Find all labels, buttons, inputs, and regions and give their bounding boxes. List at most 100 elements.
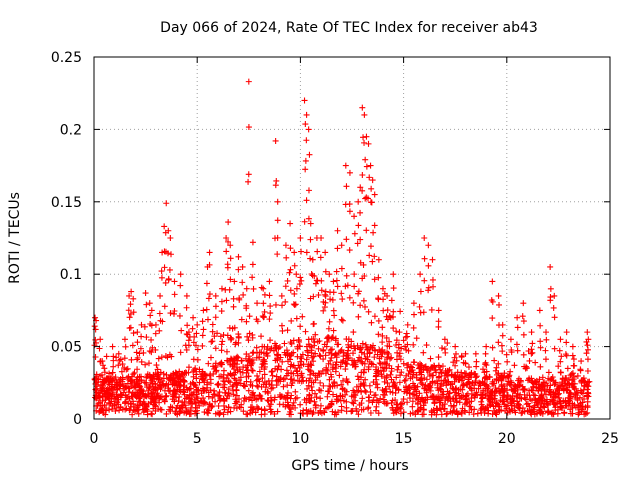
data-point	[309, 272, 316, 279]
data-point	[284, 277, 291, 284]
data-point	[265, 398, 272, 405]
data-point	[265, 390, 272, 397]
data-point	[461, 407, 468, 414]
y-tick-label: 0.15	[51, 195, 82, 211]
data-point	[566, 390, 573, 397]
data-point	[304, 385, 311, 392]
data-point	[234, 353, 241, 360]
data-point	[359, 340, 366, 347]
data-point	[451, 389, 458, 396]
data-point	[345, 347, 352, 354]
data-point	[367, 243, 374, 250]
data-point	[175, 397, 182, 404]
data-point	[333, 354, 340, 361]
data-point	[116, 377, 123, 384]
data-point	[557, 369, 564, 376]
data-point	[171, 291, 178, 298]
data-point	[407, 410, 414, 417]
data-point	[569, 370, 576, 377]
data-point	[116, 357, 123, 364]
data-point	[371, 313, 378, 320]
data-point	[439, 391, 446, 398]
data-point	[537, 338, 544, 345]
data-point	[195, 399, 202, 406]
data-point	[287, 339, 294, 346]
data-point	[305, 382, 312, 389]
data-point	[208, 338, 215, 345]
data-point	[327, 296, 334, 303]
data-point	[563, 329, 570, 336]
data-point	[371, 276, 378, 283]
data-point	[336, 372, 343, 379]
data-point	[310, 293, 317, 300]
data-point	[245, 178, 252, 185]
data-point	[481, 409, 488, 416]
data-point	[287, 245, 294, 252]
data-point	[291, 249, 298, 256]
data-point	[245, 78, 252, 85]
data-point	[421, 255, 428, 262]
data-point	[330, 278, 337, 285]
data-point	[215, 402, 222, 409]
data-point	[287, 363, 294, 370]
data-point	[275, 363, 282, 370]
data-point	[482, 385, 489, 392]
data-point	[286, 269, 293, 276]
data-point	[344, 282, 351, 289]
data-point	[511, 362, 518, 369]
data-point	[169, 404, 176, 411]
data-point	[355, 313, 362, 320]
data-point	[335, 349, 342, 356]
data-point	[307, 375, 314, 382]
data-point	[435, 318, 442, 325]
data-point	[260, 300, 267, 307]
data-point	[233, 392, 240, 399]
data-points	[91, 78, 593, 418]
data-point	[396, 350, 403, 357]
data-point	[355, 198, 362, 205]
data-point	[155, 371, 162, 378]
data-point	[299, 313, 306, 320]
data-point	[233, 386, 240, 393]
data-point	[405, 347, 412, 354]
data-point	[290, 337, 297, 344]
data-point	[472, 392, 479, 399]
data-point	[584, 393, 591, 400]
data-point	[443, 371, 450, 378]
data-point	[350, 387, 357, 394]
data-point	[557, 336, 564, 343]
data-point	[200, 400, 207, 407]
data-point	[323, 343, 330, 350]
data-point	[124, 365, 131, 372]
data-point	[137, 392, 144, 399]
data-point	[143, 393, 150, 400]
data-point	[459, 382, 466, 389]
data-point	[134, 339, 141, 346]
data-point	[279, 327, 286, 334]
data-point	[375, 367, 382, 374]
data-point	[128, 356, 135, 363]
data-point	[305, 366, 312, 373]
data-point	[320, 382, 327, 389]
data-point	[442, 349, 449, 356]
data-point	[166, 351, 173, 358]
data-point	[450, 359, 457, 366]
data-point	[339, 317, 346, 324]
data-point	[420, 397, 427, 404]
data-point	[142, 361, 149, 368]
data-point	[540, 403, 547, 410]
data-point	[268, 368, 275, 375]
data-point	[285, 402, 292, 409]
data-point	[383, 400, 390, 407]
data-point	[363, 133, 370, 140]
data-point	[177, 382, 184, 389]
data-point	[438, 370, 445, 377]
data-point	[585, 336, 592, 343]
data-point	[392, 397, 399, 404]
data-point	[218, 308, 225, 315]
data-point	[425, 284, 432, 291]
data-point	[288, 382, 295, 389]
data-point	[529, 349, 536, 356]
data-point	[561, 410, 568, 417]
data-point	[167, 235, 174, 241]
